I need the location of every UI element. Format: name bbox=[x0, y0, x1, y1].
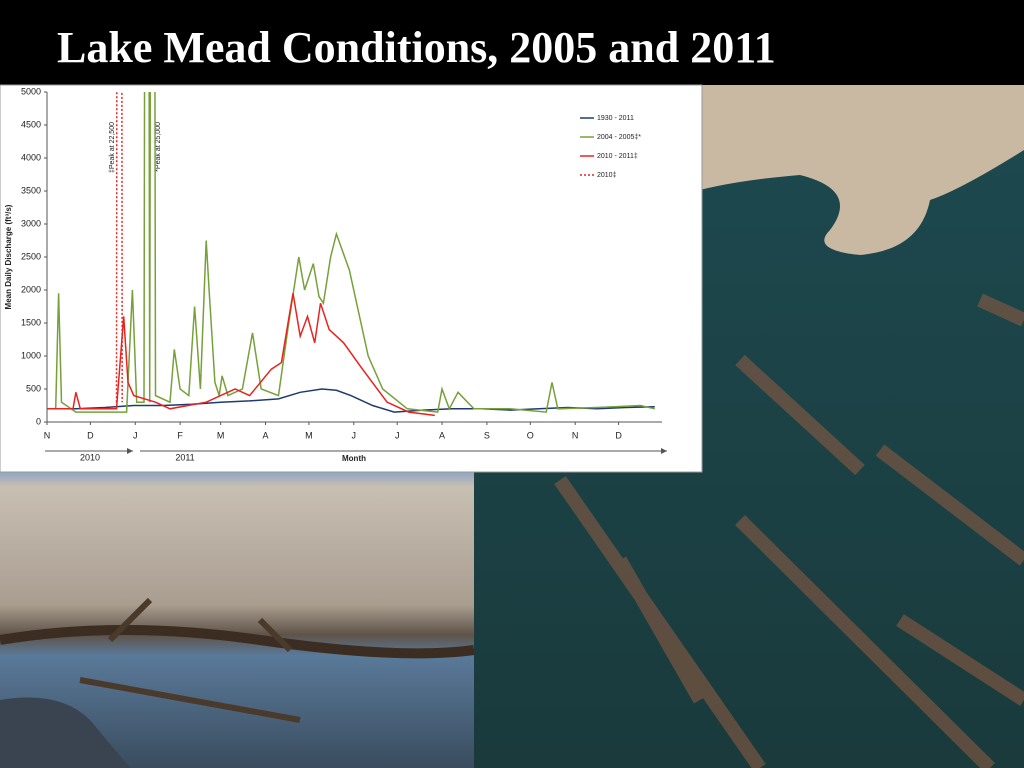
x-axis-label: Month bbox=[342, 454, 366, 463]
x-tick-label: J bbox=[395, 430, 400, 440]
slide-title: Lake Mead Conditions, 2005 and 2011 bbox=[57, 23, 776, 72]
x-tick-label: N bbox=[44, 430, 51, 440]
series-line bbox=[47, 92, 655, 413]
arrow-head bbox=[661, 448, 667, 454]
annotation: ‡Peak at 22,500 bbox=[109, 122, 116, 173]
y-tick-label: 2000 bbox=[21, 284, 41, 294]
x-tick-label: F bbox=[177, 430, 183, 440]
x-tick-label: N bbox=[572, 430, 579, 440]
y-tick-label: 0 bbox=[36, 416, 41, 426]
series-line bbox=[47, 388, 655, 413]
y-tick-label: 1500 bbox=[21, 317, 41, 327]
plot-area bbox=[47, 92, 655, 417]
x-tick-label: M bbox=[217, 430, 225, 440]
x-tick-label: M bbox=[305, 430, 313, 440]
y-tick-label: 2500 bbox=[21, 251, 41, 261]
y-tick-label: 1000 bbox=[21, 350, 41, 360]
x-tick-label: D bbox=[87, 430, 94, 440]
y-tick-label: 4000 bbox=[21, 152, 41, 162]
x-tick-label: S bbox=[484, 430, 490, 440]
y-axis-label: Mean Daily Discharge (ft³/s) bbox=[4, 204, 13, 309]
x-tick-label: J bbox=[352, 430, 357, 440]
x-tick-label: A bbox=[439, 430, 445, 440]
y-tick-label: 4500 bbox=[21, 119, 41, 129]
legend-label: 2004 - 2005‡* bbox=[597, 134, 641, 141]
y-tick-label: 3500 bbox=[21, 185, 41, 195]
beach-photo bbox=[0, 472, 475, 768]
x-tick-label: J bbox=[133, 430, 138, 440]
period-label: 2010 bbox=[80, 452, 100, 462]
legend-label: 1930 - 2011 bbox=[597, 115, 634, 122]
annotation: *Peak at 25,000 bbox=[155, 122, 162, 172]
arrow-head bbox=[127, 448, 133, 454]
x-tick-label: D bbox=[615, 430, 622, 440]
y-tick-label: 500 bbox=[26, 383, 41, 393]
period-label: 2011 bbox=[175, 452, 194, 462]
y-tick-label: 3000 bbox=[21, 218, 41, 228]
chart: 0 500 1000 1500 2000 2500 3000 3500 4000 4500 5000… bbox=[4, 86, 667, 463]
legend-label: 2010 - 2011‡ bbox=[597, 153, 638, 160]
legend-label: 2010‡ bbox=[597, 172, 617, 179]
series-line bbox=[47, 293, 435, 417]
x-tick-label: A bbox=[262, 430, 268, 440]
y-tick-label: 5000 bbox=[21, 86, 41, 96]
x-tick-label: O bbox=[527, 430, 534, 440]
